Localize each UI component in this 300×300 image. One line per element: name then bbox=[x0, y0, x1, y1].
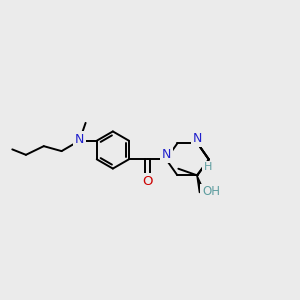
Text: N: N bbox=[161, 148, 171, 161]
Text: N: N bbox=[75, 133, 84, 146]
Text: O: O bbox=[142, 175, 153, 188]
Text: H: H bbox=[203, 162, 212, 172]
Text: N: N bbox=[193, 132, 202, 145]
Text: OH: OH bbox=[202, 185, 220, 198]
Polygon shape bbox=[197, 175, 204, 193]
